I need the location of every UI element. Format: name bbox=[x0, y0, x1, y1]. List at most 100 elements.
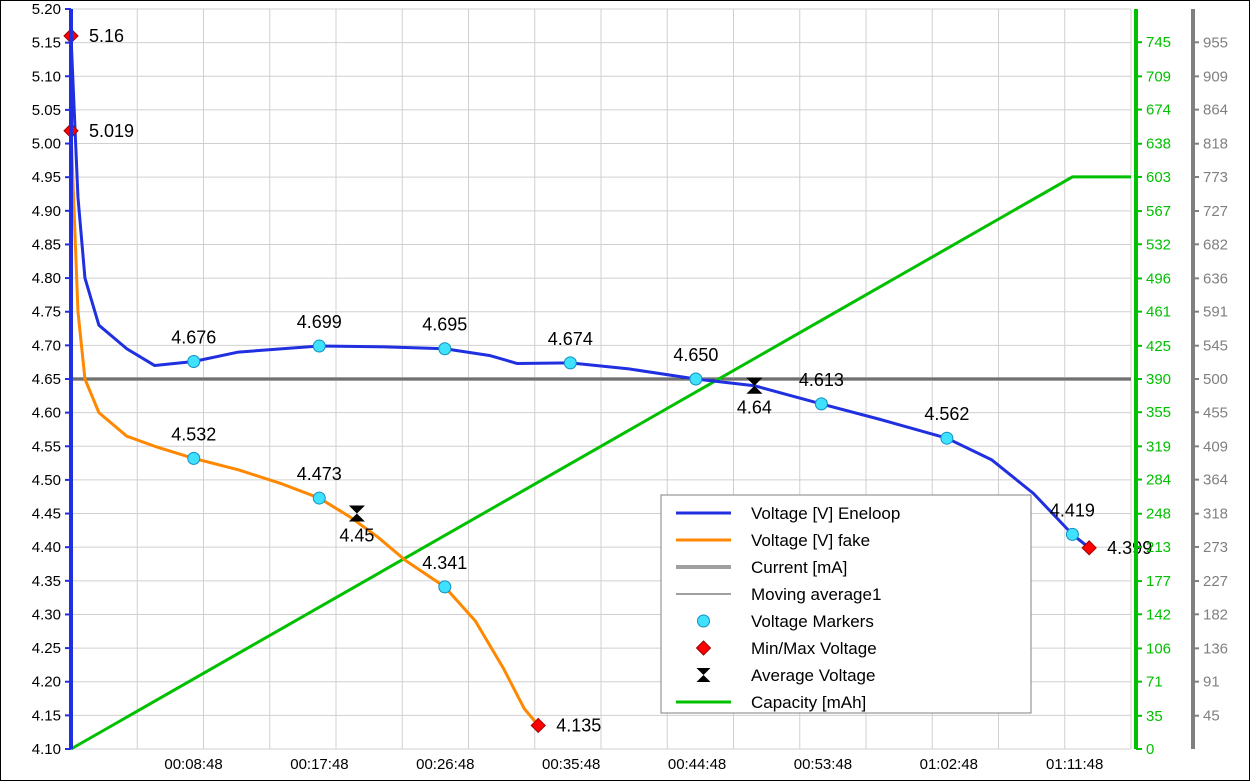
capacity-tick-label: 496 bbox=[1146, 270, 1171, 287]
current-tick-label: 273 bbox=[1203, 539, 1228, 556]
current-tick-label: 455 bbox=[1203, 404, 1228, 421]
capacity-tick-label: 284 bbox=[1146, 472, 1171, 489]
voltage-marker bbox=[815, 398, 827, 410]
voltage-tick-label: 4.10 bbox=[32, 741, 61, 758]
voltage-tick-label: 4.85 bbox=[32, 236, 61, 253]
time-tick-label: 00:53:48 bbox=[794, 756, 852, 773]
time-tick-label: 01:11:48 bbox=[1046, 756, 1103, 773]
capacity-tick-label: 674 bbox=[1146, 102, 1171, 119]
marker-label: 4.473 bbox=[297, 464, 342, 484]
voltage-tick-label: 4.30 bbox=[32, 606, 61, 623]
legend-item-label: Average Voltage bbox=[751, 666, 875, 685]
voltage-tick-label: 4.45 bbox=[32, 506, 61, 523]
voltage-marker bbox=[313, 340, 325, 352]
capacity-tick-label: 177 bbox=[1146, 573, 1171, 590]
marker-label: 4.650 bbox=[673, 345, 718, 365]
current-tick-label: 409 bbox=[1203, 438, 1228, 455]
capacity-tick-label: 567 bbox=[1146, 203, 1171, 220]
capacity-tick-label: 355 bbox=[1146, 404, 1171, 421]
voltage-tick-label: 5.05 bbox=[32, 102, 61, 119]
voltage-tick-label: 5.10 bbox=[32, 68, 61, 85]
voltage-tick-label: 4.70 bbox=[32, 337, 61, 354]
current-tick-label: 818 bbox=[1203, 136, 1228, 153]
marker-label: 4.613 bbox=[799, 370, 844, 390]
current-tick-label: 909 bbox=[1203, 68, 1228, 85]
current-tick-label: 136 bbox=[1203, 640, 1228, 657]
voltage-marker bbox=[1066, 528, 1078, 540]
current-tick-label: 727 bbox=[1203, 203, 1228, 220]
voltage-tick-label: 4.25 bbox=[32, 640, 61, 657]
voltage-tick-label: 5.15 bbox=[32, 35, 61, 52]
voltage-tick-label: 4.20 bbox=[32, 674, 61, 691]
voltage-tick-label: 4.75 bbox=[32, 304, 61, 321]
voltage-marker bbox=[564, 357, 576, 369]
legend-item-label: Current [mA] bbox=[751, 558, 847, 577]
legend-item-label: Voltage [V] fake bbox=[751, 531, 870, 550]
voltage-marker bbox=[313, 492, 325, 504]
legend-item-label: Capacity [mAh] bbox=[751, 693, 866, 712]
marker-label: 4.562 bbox=[924, 404, 969, 424]
capacity-tick-label: 532 bbox=[1146, 236, 1171, 253]
current-tick-label: 636 bbox=[1203, 270, 1228, 287]
capacity-tick-label: 71 bbox=[1146, 674, 1163, 691]
capacity-tick-label: 106 bbox=[1146, 640, 1171, 657]
time-tick-label: 00:44:48 bbox=[668, 756, 726, 773]
voltage-tick-label: 4.60 bbox=[32, 405, 61, 422]
voltage-marker bbox=[690, 373, 702, 385]
capacity-tick-label: 390 bbox=[1146, 371, 1171, 388]
battery-voltage-chart: 4.6764.6994.6954.6744.6504.6134.5624.419… bbox=[0, 0, 1250, 781]
legend-item-label: Voltage Markers bbox=[751, 612, 874, 631]
avg-label: 4.45 bbox=[339, 526, 374, 546]
marker-label: 4.341 bbox=[422, 553, 467, 573]
current-tick-label: 182 bbox=[1203, 606, 1228, 623]
voltage-tick-label: 4.80 bbox=[32, 270, 61, 287]
marker-label: 4.695 bbox=[422, 315, 467, 335]
capacity-tick-label: 0 bbox=[1146, 741, 1154, 758]
capacity-tick-label: 319 bbox=[1146, 438, 1171, 455]
current-tick-label: 500 bbox=[1203, 371, 1228, 388]
voltage-marker bbox=[188, 452, 200, 464]
legend-item-label: Min/Max Voltage bbox=[751, 639, 877, 658]
voltage-marker bbox=[188, 356, 200, 368]
voltage-tick-label: 5.20 bbox=[32, 1, 61, 18]
current-tick-label: 545 bbox=[1203, 338, 1228, 355]
chart-svg: 4.6764.6994.6954.6744.6504.6134.5624.419… bbox=[1, 1, 1249, 780]
marker-label: 4.532 bbox=[171, 424, 216, 444]
voltage-marker bbox=[439, 581, 451, 593]
time-tick-label: 00:26:48 bbox=[416, 756, 474, 773]
voltage-tick-label: 4.50 bbox=[32, 472, 61, 489]
marker-label: 4.699 bbox=[297, 312, 342, 332]
current-tick-label: 773 bbox=[1203, 169, 1228, 186]
minmax-label: 4.135 bbox=[556, 715, 601, 735]
legend-item-label: Voltage [V] Eneloop bbox=[751, 504, 900, 523]
avg-label: 4.64 bbox=[737, 398, 772, 418]
capacity-tick-label: 709 bbox=[1146, 68, 1171, 85]
capacity-tick-label: 35 bbox=[1146, 708, 1163, 725]
time-tick-label: 00:17:48 bbox=[290, 756, 348, 773]
current-tick-label: 45 bbox=[1203, 708, 1220, 725]
legend-item-label: Moving average1 bbox=[751, 585, 881, 604]
voltage-tick-label: 4.35 bbox=[32, 573, 61, 590]
voltage-marker bbox=[941, 432, 953, 444]
capacity-tick-label: 461 bbox=[1146, 304, 1171, 321]
voltage-tick-label: 4.65 bbox=[32, 371, 61, 388]
time-tick-label: 00:08:48 bbox=[164, 756, 222, 773]
voltage-tick-label: 5.00 bbox=[32, 136, 61, 153]
minmax-label: 5.16 bbox=[89, 26, 124, 46]
current-tick-label: 227 bbox=[1203, 573, 1228, 590]
marker-label: 4.676 bbox=[171, 328, 216, 348]
current-tick-label: 364 bbox=[1203, 472, 1228, 489]
capacity-tick-label: 745 bbox=[1146, 34, 1171, 51]
current-tick-label: 318 bbox=[1203, 506, 1228, 523]
current-tick-label: 91 bbox=[1203, 674, 1220, 691]
capacity-tick-label: 248 bbox=[1146, 506, 1171, 523]
time-tick-label: 01:02:48 bbox=[920, 756, 978, 773]
minmax-label: 5.019 bbox=[89, 121, 134, 141]
voltage-tick-label: 4.55 bbox=[32, 438, 61, 455]
current-tick-label: 682 bbox=[1203, 236, 1228, 253]
time-tick-label: 00:35:48 bbox=[542, 756, 600, 773]
marker-label: 4.674 bbox=[548, 329, 593, 349]
capacity-tick-label: 638 bbox=[1146, 136, 1171, 153]
voltage-marker bbox=[439, 343, 451, 355]
voltage-tick-label: 4.95 bbox=[32, 169, 61, 186]
